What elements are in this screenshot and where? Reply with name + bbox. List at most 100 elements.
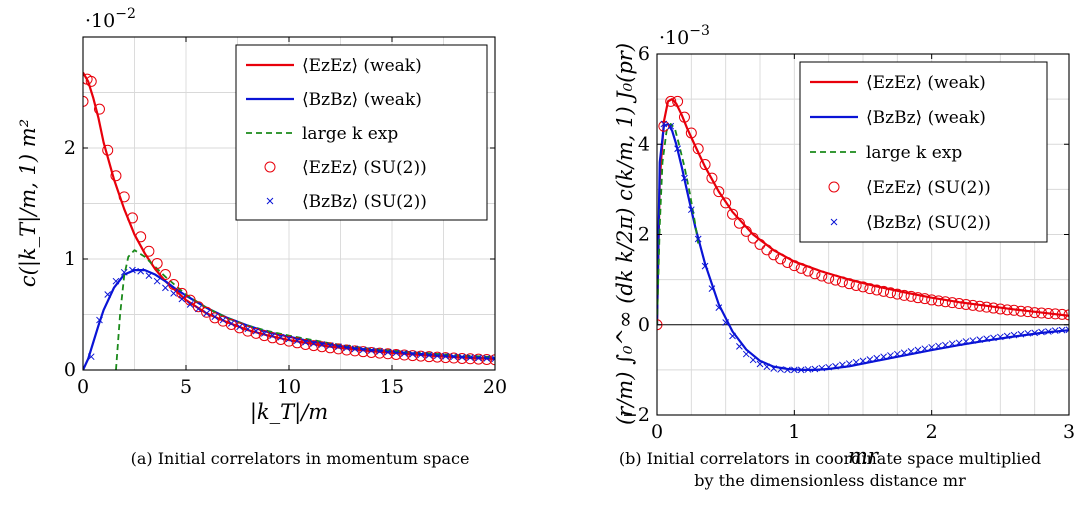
data-point-cross [729, 332, 736, 340]
data-point-circle [118, 191, 130, 203]
data-point-circle [324, 342, 336, 354]
data-point-cross [162, 284, 169, 292]
data-point-circle [448, 352, 460, 364]
data-point-cross [859, 357, 867, 365]
data-point-circle [850, 279, 862, 291]
legend-label-0: ⟨EzEz⟩ (weak) [866, 73, 986, 93]
data-point-circle [464, 353, 476, 365]
data-point-cross [736, 343, 743, 350]
data-point-cross [1003, 332, 1011, 340]
legend-label-3: ⟨EzEz⟩ (SU(2)) [302, 158, 427, 178]
data-point-circle [713, 186, 725, 198]
legend-label-1: ⟨BzBz⟩ (weak) [866, 108, 986, 128]
data-point-cross [1058, 326, 1066, 334]
data-point-cross [942, 341, 949, 349]
data-point-circle [291, 337, 303, 349]
data-point-cross [811, 365, 819, 373]
data-point-circle [93, 103, 105, 115]
caption-a: (a) Initial correlators in momentum spac… [130, 449, 470, 468]
data-point-circle [795, 262, 807, 274]
data-point-cross [845, 360, 853, 367]
data-point-circle [672, 95, 684, 107]
data-point-circle [974, 300, 986, 312]
data-point-cross [1017, 330, 1025, 338]
data-point-cross [302, 338, 309, 346]
data-point-circle [768, 249, 780, 261]
data-point-circle [382, 348, 394, 360]
data-point-cross [818, 364, 826, 372]
x-tick-label: 0 [651, 421, 663, 443]
data-point-cross [458, 353, 466, 361]
data-point-cross [475, 354, 482, 362]
data-point-circle [1022, 306, 1034, 318]
data-point-circle [981, 301, 993, 313]
data-point-cross [1038, 328, 1045, 336]
data-point-circle [332, 343, 344, 355]
data-point-circle [267, 332, 279, 344]
data-point-cross [236, 323, 243, 331]
data-point-cross [777, 366, 784, 373]
data-point-cross [742, 350, 750, 358]
y-axis-label: (r/m) ∫₀^∞ (dk k/2π) c(k/m, 1) J₀(pr) [613, 43, 637, 425]
data-point-cross [145, 272, 153, 280]
data-point-circle [85, 75, 97, 87]
data-point-cross [170, 290, 177, 297]
legend-swatch-3 [828, 181, 840, 193]
series-line-1 [657, 122, 1069, 371]
x-tick-label: 5 [180, 376, 192, 398]
legend-label-4: ⟨BzBz⟩ (SU(2)) [866, 213, 991, 233]
legend: ⟨EzEz⟩ (weak) ⟨BzBz⟩ (weak) large k exp ⟨Ez… [799, 61, 1048, 243]
data-point-circle [135, 231, 147, 243]
y-axis-label: c(|k_T|/m, 1) m² [16, 119, 41, 287]
data-point-cross [797, 366, 805, 374]
data-point-circle [878, 285, 890, 297]
caption-b-line1: (b) Initial correlators in coordinate sp… [618, 449, 1042, 468]
data-point-circle [151, 257, 163, 269]
data-point-cross [804, 366, 812, 373]
data-point-cross [962, 338, 970, 345]
data-point-cross [976, 336, 984, 343]
chart-panel-a: 0 5 10 15 20 0 1 2 ·10−2 ⟨EzEz⟩ (weak) ⟨BzBz⟩ (wea… [16, 6, 507, 425]
data-point-cross [433, 352, 441, 360]
data-point-circle [473, 353, 485, 365]
legend-label-0: ⟨EzEz⟩ (weak) [302, 56, 422, 76]
data-point-circle [349, 345, 361, 357]
data-point-cross [887, 352, 894, 359]
y-tick-label: 1 [64, 248, 76, 270]
data-point-cross [425, 351, 433, 359]
data-point-cross [948, 340, 956, 348]
data-point-cross [708, 285, 716, 293]
legend-label-4: ⟨BzBz⟩ (SU(2)) [302, 192, 427, 212]
data-point-cross [195, 305, 202, 313]
data-point-circle [423, 351, 435, 363]
data-point-cross [996, 333, 1004, 341]
x-tick-label: 3 [1063, 421, 1075, 443]
legend-swatch-4 [830, 218, 838, 226]
data-point-circle [912, 292, 924, 304]
data-point-circle [398, 349, 410, 361]
series-line-2 [657, 123, 700, 325]
y-scale-label: ·10−3 [659, 23, 710, 49]
data-point-circle [456, 352, 468, 364]
data-point-circle [1036, 307, 1048, 319]
data-point-cross [687, 206, 695, 214]
data-point-cross [417, 351, 425, 359]
data-point-circle [102, 144, 114, 156]
data-point-circle [816, 270, 828, 282]
data-point-circle [740, 225, 752, 237]
data-point-cross [1031, 329, 1039, 337]
data-point-circle [960, 298, 972, 310]
data-point-circle [953, 298, 965, 310]
data-point-circle [884, 287, 896, 299]
data-point-cross [907, 348, 915, 355]
data-point-cross [1045, 328, 1052, 335]
data-point-circle [727, 208, 739, 220]
data-point-circle [994, 303, 1006, 315]
data-point-circle [898, 289, 910, 301]
y-tick-label: 4 [638, 133, 650, 155]
data-point-cross [852, 358, 860, 366]
x-tick-label: 10 [277, 376, 301, 398]
data-point-circle [1015, 305, 1027, 317]
data-point-cross [839, 361, 846, 369]
data-point-circle [1042, 307, 1054, 319]
